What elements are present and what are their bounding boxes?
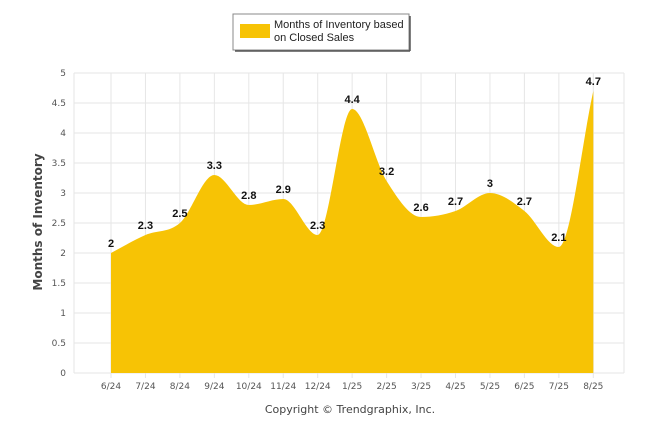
x-tick-label: 6/24 [101, 382, 121, 392]
data-point[interactable] [247, 203, 251, 207]
data-point[interactable] [419, 215, 423, 219]
data-label: 2.1 [551, 232, 566, 244]
data-label: 3.2 [379, 166, 394, 178]
data-label: 2.6 [413, 202, 428, 214]
data-label: 3 [487, 178, 493, 190]
data-point[interactable] [454, 209, 458, 213]
x-tick-label: 1/25 [342, 382, 362, 392]
data-point[interactable] [557, 245, 561, 249]
y-tick-label: 3 [60, 189, 66, 199]
data-label: 2.7 [448, 196, 463, 208]
y-tick-label: 4.5 [52, 99, 66, 109]
data-point[interactable] [385, 179, 389, 183]
data-label: 2.8 [241, 190, 256, 202]
x-tick-label: 5/25 [480, 382, 500, 392]
x-tick-label: 11/24 [270, 382, 296, 392]
y-tick-label: 1.5 [52, 279, 66, 289]
x-tick-label: 12/24 [305, 382, 331, 392]
data-point[interactable] [212, 173, 216, 177]
legend-label-line1: Months of Inventory based [274, 19, 404, 31]
data-label: 2 [108, 238, 114, 250]
x-tick-label: 9/24 [204, 382, 224, 392]
data-label: 2.9 [276, 184, 291, 196]
data-label: 4.7 [586, 76, 601, 88]
x-tick-label: 7/25 [549, 382, 569, 392]
x-tick-label: 3/25 [411, 382, 431, 392]
legend-swatch [240, 24, 270, 38]
data-label: 2.3 [138, 220, 153, 232]
data-label: 2.3 [310, 220, 325, 232]
y-axis-ticks: 0 0.5 1 1.5 2 2.5 3 3.5 4 4.5 5 [52, 69, 67, 379]
y-tick-label: 5 [60, 69, 66, 79]
data-labels: 2 2.3 2.5 3.3 2.8 2.9 2.3 4.4 3.2 2.6 2.7 3 2.7 2.1 4.… [108, 76, 601, 250]
area-series [109, 89, 595, 373]
x-tick-label: 7/24 [135, 382, 155, 392]
data-point[interactable] [591, 89, 595, 93]
x-axis-ticks: 6/24 7/24 8/24 9/24 10/24 11/24 12/24 1/25 2/25 3… [101, 382, 604, 392]
data-point[interactable] [178, 221, 182, 225]
y-tick-label: 2 [60, 249, 66, 259]
area-fill [111, 91, 594, 373]
x-tick-label: 8/24 [170, 382, 190, 392]
data-label: 3.3 [207, 160, 222, 172]
data-point[interactable] [109, 251, 113, 255]
legend[interactable]: Months of Inventory based on Closed Sale… [232, 13, 411, 52]
y-tick-label: 0 [60, 369, 66, 379]
y-tick-label: 1 [60, 309, 66, 319]
data-point[interactable] [350, 107, 354, 111]
data-label: 2.7 [517, 196, 532, 208]
data-label: 4.4 [345, 94, 361, 106]
x-tick-label: 2/25 [376, 382, 396, 392]
y-tick-label: 3.5 [52, 159, 66, 169]
legend-label-line2: on Closed Sales [274, 32, 355, 44]
copyright-text: Copyright © Trendgraphix, Inc. [265, 403, 435, 416]
y-tick-label: 2.5 [52, 219, 66, 229]
data-point[interactable] [522, 209, 526, 213]
y-tick-label: 4 [60, 129, 66, 139]
data-point[interactable] [281, 197, 285, 201]
data-point[interactable] [316, 233, 320, 237]
data-label: 2.5 [172, 208, 187, 220]
data-point[interactable] [488, 191, 492, 195]
y-tick-label: 0.5 [52, 339, 66, 349]
x-tick-label: 4/25 [445, 382, 465, 392]
x-tick-label: 6/25 [514, 382, 534, 392]
x-tick-label: 8/25 [583, 382, 603, 392]
y-axis-label: Months of Inventory [31, 153, 45, 290]
data-point[interactable] [143, 233, 147, 237]
x-tick-label: 10/24 [236, 382, 262, 392]
